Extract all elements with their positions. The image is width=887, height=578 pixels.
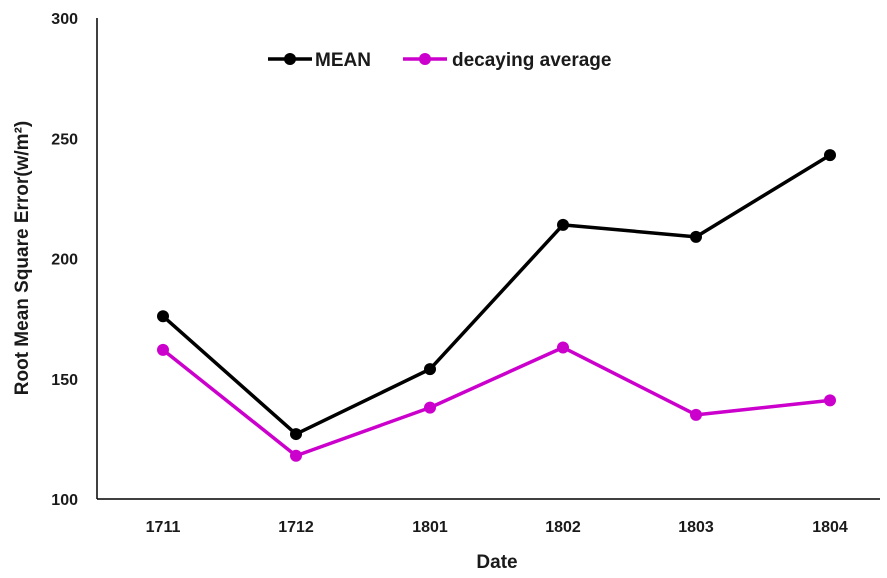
x-tick-labels: 1711 1712 1801 1802 1803 1804 (146, 519, 848, 536)
data-point (557, 341, 569, 354)
series-line (161, 153, 831, 436)
series-group (157, 149, 836, 462)
legend-swatch-marker (419, 53, 431, 65)
series-line (161, 345, 831, 458)
data-point (424, 401, 436, 414)
x-axis-title: Date (476, 552, 517, 573)
y-tick-label: 200 (51, 252, 78, 269)
data-point (690, 230, 702, 243)
data-point (824, 394, 836, 407)
y-tick-label: 300 (51, 11, 78, 28)
data-point (290, 428, 302, 441)
legend-item: decaying average (403, 50, 611, 71)
legend: MEAN decaying average (268, 50, 611, 71)
y-axis-title: Root Mean Square Error(w/m²) (12, 121, 33, 395)
y-tick-label: 100 (51, 492, 78, 509)
series-1 (157, 341, 836, 462)
data-point (424, 363, 436, 376)
legend-label: decaying average (452, 50, 611, 71)
y-tick-labels: 100 150 200 250 300 (51, 11, 78, 509)
data-point (157, 310, 169, 323)
series-0 (157, 149, 836, 441)
legend-item: MEAN (268, 50, 371, 71)
data-point (290, 449, 302, 462)
axes (96, 18, 880, 500)
legend-swatch-marker (284, 53, 296, 65)
data-point (157, 343, 169, 356)
x-tick-label: 1802 (545, 519, 581, 536)
data-point (690, 408, 702, 421)
x-tick-label: 1804 (812, 519, 848, 536)
legend-label: MEAN (315, 50, 371, 71)
y-tick-label: 250 (51, 131, 78, 148)
x-tick-label: 1712 (278, 519, 314, 536)
x-tick-label: 1801 (412, 519, 448, 536)
data-point (557, 218, 569, 231)
x-tick-label: 1803 (678, 519, 714, 536)
data-point (824, 149, 836, 162)
x-tick-label: 1711 (146, 519, 181, 536)
y-tick-label: 150 (51, 372, 78, 389)
